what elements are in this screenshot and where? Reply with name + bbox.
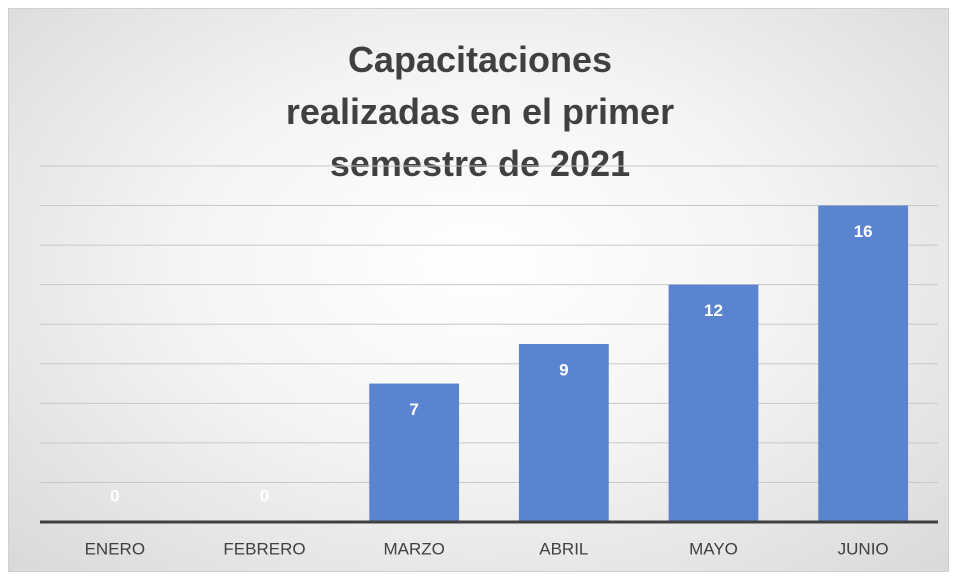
x-tick-label: ABRIL bbox=[539, 539, 588, 558]
x-tick-label: MARZO bbox=[383, 539, 444, 558]
x-tick-label: FEBRERO bbox=[223, 539, 305, 558]
x-tick-label: MAYO bbox=[689, 539, 738, 558]
data-label: 7 bbox=[409, 400, 418, 419]
chart-background bbox=[8, 8, 949, 572]
data-label: 16 bbox=[854, 222, 873, 241]
data-label: 9 bbox=[559, 360, 568, 379]
bar bbox=[818, 205, 909, 523]
data-label: 12 bbox=[704, 301, 723, 320]
bar bbox=[668, 284, 759, 522]
x-tick-label: ENERO bbox=[85, 539, 145, 558]
data-label: 0 bbox=[260, 486, 269, 505]
x-tick-label: JUNIO bbox=[838, 539, 889, 558]
bar bbox=[369, 383, 460, 522]
data-label: 0 bbox=[110, 486, 119, 505]
bar bbox=[518, 344, 609, 522]
chart-title: Capacitaciones realizadas en el primer s… bbox=[285, 39, 675, 184]
